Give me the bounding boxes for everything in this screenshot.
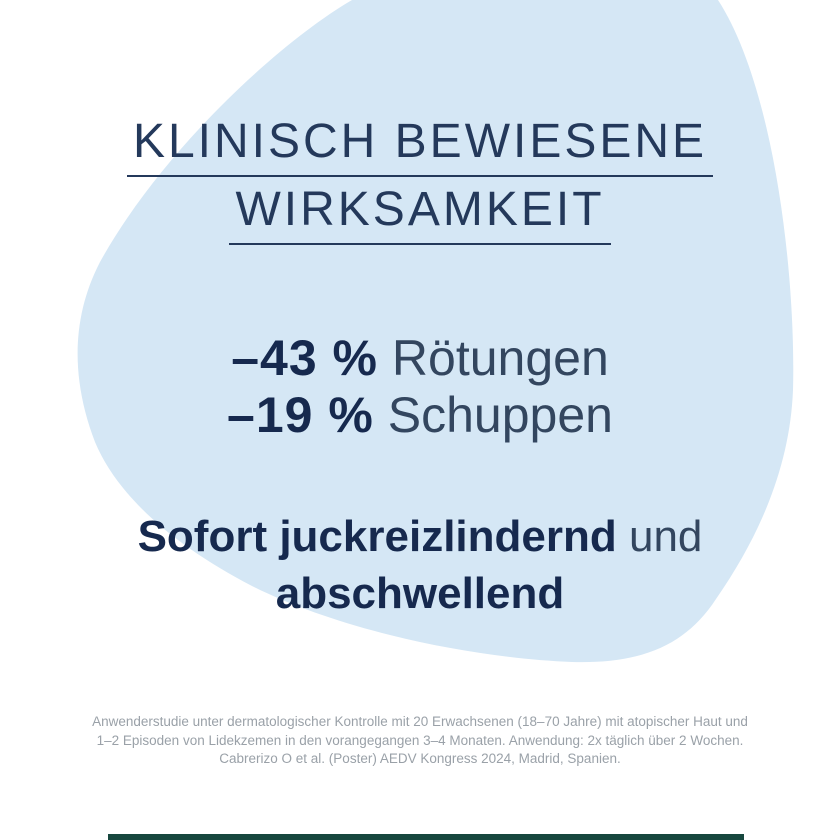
- footnote-line2: 1–2 Episoden von Lidekzemen in den voran…: [96, 732, 744, 748]
- bottom-accent-bar: [108, 834, 744, 840]
- claim-line2: abschwellend: [0, 565, 840, 622]
- stat-row-scaling: –19 % Schuppen: [0, 387, 840, 444]
- study-footnote: Anwenderstudie unter dermatologischer Ko…: [90, 713, 750, 769]
- stat-label-redness: Rötungen: [391, 330, 609, 386]
- claim-text: Sofort juckreizlindernd und abschwellend: [0, 508, 840, 622]
- headline: KLINISCH BEWIESENE WIRKSAMKEIT: [0, 118, 840, 254]
- stat-label-scaling: Schuppen: [387, 387, 613, 443]
- claim-bold1: Sofort juckreizlindernd: [137, 512, 617, 561]
- claim-bold2: abschwellend: [275, 569, 565, 618]
- stat-value-scaling: –19 %: [227, 387, 374, 443]
- footnote-line3: Cabrerizo O et al. (Poster) AEDV Kongres…: [219, 751, 621, 766]
- stat-list: –43 % Rötungen –19 % Schuppen: [0, 330, 840, 444]
- footnote-line1: Anwenderstudie unter dermatologischer Ko…: [92, 714, 748, 729]
- stat-row-redness: –43 % Rötungen: [0, 330, 840, 387]
- stat-value-redness: –43 %: [231, 330, 378, 386]
- claim-light-word: und: [628, 512, 703, 561]
- headline-line1: KLINISCH BEWIESENE: [126, 118, 714, 177]
- headline-line2: WIRKSAMKEIT: [229, 186, 611, 245]
- claim-line1: Sofort juckreizlindernd und: [0, 508, 840, 565]
